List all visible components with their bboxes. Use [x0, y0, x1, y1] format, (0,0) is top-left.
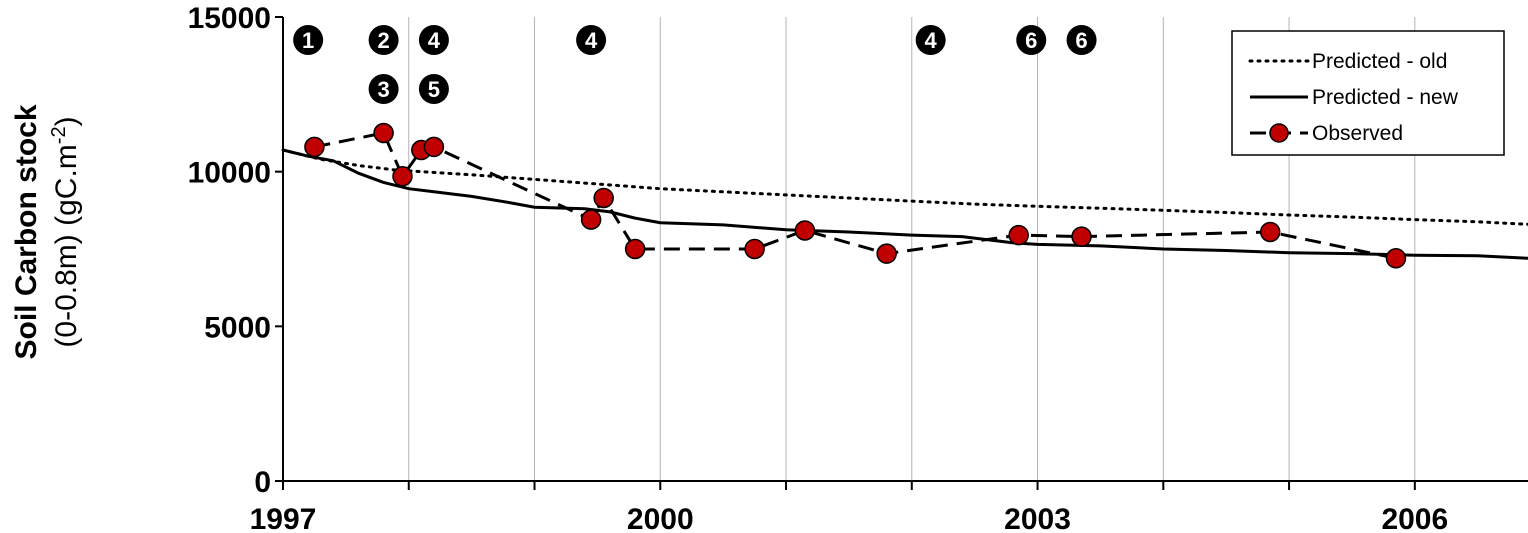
annotation-label: 4: [925, 28, 938, 53]
y-axis-label-line2-end: ): [50, 116, 83, 126]
observed-point: [624, 238, 646, 260]
y-axis-label-line2-main: (0-0.8m) (gC.m: [50, 144, 83, 347]
observed-point: [876, 243, 897, 264]
observed-point: [304, 136, 325, 158]
annotation-label: 5: [428, 77, 440, 102]
annotation-badge: [368, 25, 399, 55]
observed-point: [593, 187, 614, 209]
observed-point: [794, 220, 816, 241]
legend-label: Predicted - new: [1312, 86, 1459, 109]
y-tick-label: 5000: [204, 311, 271, 344]
observed-point: [1008, 224, 1029, 246]
series-line-solid: [282, 148, 1528, 260]
y-tick-label: 10000: [188, 157, 271, 190]
axis-labels: Soil Carbon stock (0-0.8m) (gC.m-2): [10, 104, 83, 359]
observed-markers: [304, 122, 1407, 269]
annotation-badge: [418, 74, 449, 104]
legend: Predicted - old Predicted - new Observed: [1231, 30, 1505, 156]
observed-point: [744, 238, 765, 260]
axes: 0 5000 10000 15000 1997 2000 2003 2006: [188, 2, 1528, 533]
y-axis-label-line1: Soil Carbon stock: [10, 104, 43, 359]
y-tick-label: 15000: [188, 2, 271, 35]
observed-point: [373, 122, 394, 144]
observed-point: [580, 209, 602, 230]
annotation-label: 6: [1025, 28, 1037, 53]
annotation-label: 2: [377, 28, 389, 53]
annotation-label: 4: [585, 28, 598, 53]
series-lines: [281, 131, 1528, 260]
annotation-badge: [293, 25, 324, 55]
annotation-label: 1: [302, 28, 314, 53]
observed-point: [1385, 248, 1407, 269]
x-tick-label: 1997: [250, 503, 317, 533]
y-axis-label-line2: (0-0.8m) (gC.m-2): [48, 116, 83, 347]
observed-point: [1259, 221, 1281, 243]
annotation-badge: [915, 25, 946, 55]
annotation-label: 6: [1075, 28, 1087, 53]
annotation-badge: [368, 74, 399, 104]
observed-point: [423, 136, 445, 158]
legend-label: Observed: [1312, 122, 1403, 145]
series-line-dashed-markers: [314, 131, 1397, 260]
observed-point: [1071, 226, 1092, 247]
annotation-label: 4: [428, 28, 441, 53]
x-tick-label: 2006: [1381, 503, 1448, 533]
legend-label: Predicted - old: [1312, 50, 1447, 73]
annotation-label: 3: [377, 77, 389, 102]
x-tick-label: 2003: [1004, 503, 1071, 533]
y-tick-label: 0: [254, 466, 271, 499]
annotation-badge: [418, 25, 449, 55]
observed-point: [392, 166, 413, 187]
y-axis-label-line2-sup: -2: [48, 126, 70, 144]
annotation-badge: [1016, 25, 1047, 55]
event-annotations: 1 2 3 4 5 4 4 6 6: [293, 25, 1097, 104]
series-line-dotted: [281, 148, 1528, 226]
legend-marker: [1269, 123, 1289, 143]
x-tick-label: 2000: [627, 503, 694, 533]
annotation-badge: [1066, 25, 1097, 55]
annotation-badge: [576, 25, 607, 55]
